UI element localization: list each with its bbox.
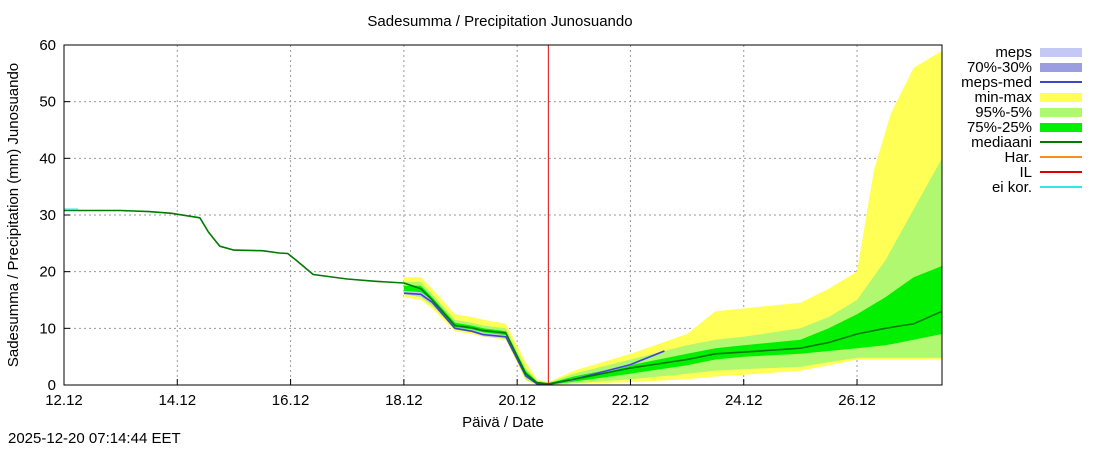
legend-label-eikor: ei kor. — [992, 179, 1032, 196]
x-tick-label: 22.12 — [612, 392, 650, 409]
x-tick-label: 24.12 — [725, 392, 763, 409]
x-tick-label: 16.12 — [272, 392, 310, 409]
y-tick-label: 60 — [39, 37, 56, 54]
x-tick-label: 12.12 — [45, 392, 83, 409]
legend-label-meps_med: meps-med — [961, 74, 1032, 91]
tick-layer: 12.12 14.12 16.12 18.12 20.12 22.12 24.12 26.12… — [39, 37, 875, 409]
legend-label-minmax: min-max — [974, 89, 1032, 106]
legend: meps70%-30%meps-medmin-max95%-5%75%-25%m… — [961, 44, 1082, 196]
y-tick-label: 40 — [39, 150, 56, 167]
x-tick-label: 20.12 — [498, 392, 536, 409]
legend-swatch-p75_25 — [1040, 123, 1082, 132]
chart-title: Sadesumma / Precipitation Junosuando — [367, 13, 632, 30]
x-tick-label: 18.12 — [385, 392, 423, 409]
line-mediaani — [64, 209, 943, 385]
x-axis-label: Päivä / Date — [462, 414, 544, 431]
y-tick-label: 50 — [39, 94, 56, 111]
legend-label-il: IL — [1019, 164, 1032, 181]
x-tick-label: 26.12 — [838, 392, 876, 409]
legend-label-p95_5: 95%-5% — [975, 104, 1032, 121]
x-tick-label: 14.12 — [159, 392, 197, 409]
y-tick-label: 0 — [48, 377, 56, 394]
legend-label-meps: meps — [995, 44, 1032, 61]
band-min-max — [403, 50, 942, 385]
band-95-5- — [403, 158, 942, 385]
legend-label-p70_30: 70%-30% — [967, 59, 1032, 76]
y-tick-label: 30 — [39, 207, 56, 224]
y-tick-label: 20 — [39, 264, 56, 281]
legend-swatch-p70_30 — [1040, 63, 1082, 72]
timestamp: 2025-12-20 07:14:44 EET — [8, 430, 181, 447]
legend-swatch-minmax — [1040, 93, 1082, 102]
y-axis-label: Sadesumma / Precipitation (mm) Junosuand… — [5, 63, 22, 367]
legend-swatch-meps — [1040, 48, 1082, 57]
legend-label-p75_25: 75%-25% — [967, 119, 1032, 136]
legend-swatch-p95_5 — [1040, 108, 1082, 117]
y-tick-label: 10 — [39, 320, 56, 337]
legend-label-mediaani: mediaani — [971, 134, 1032, 151]
line-layer — [64, 45, 943, 386]
legend-label-har: Har. — [1004, 149, 1032, 166]
